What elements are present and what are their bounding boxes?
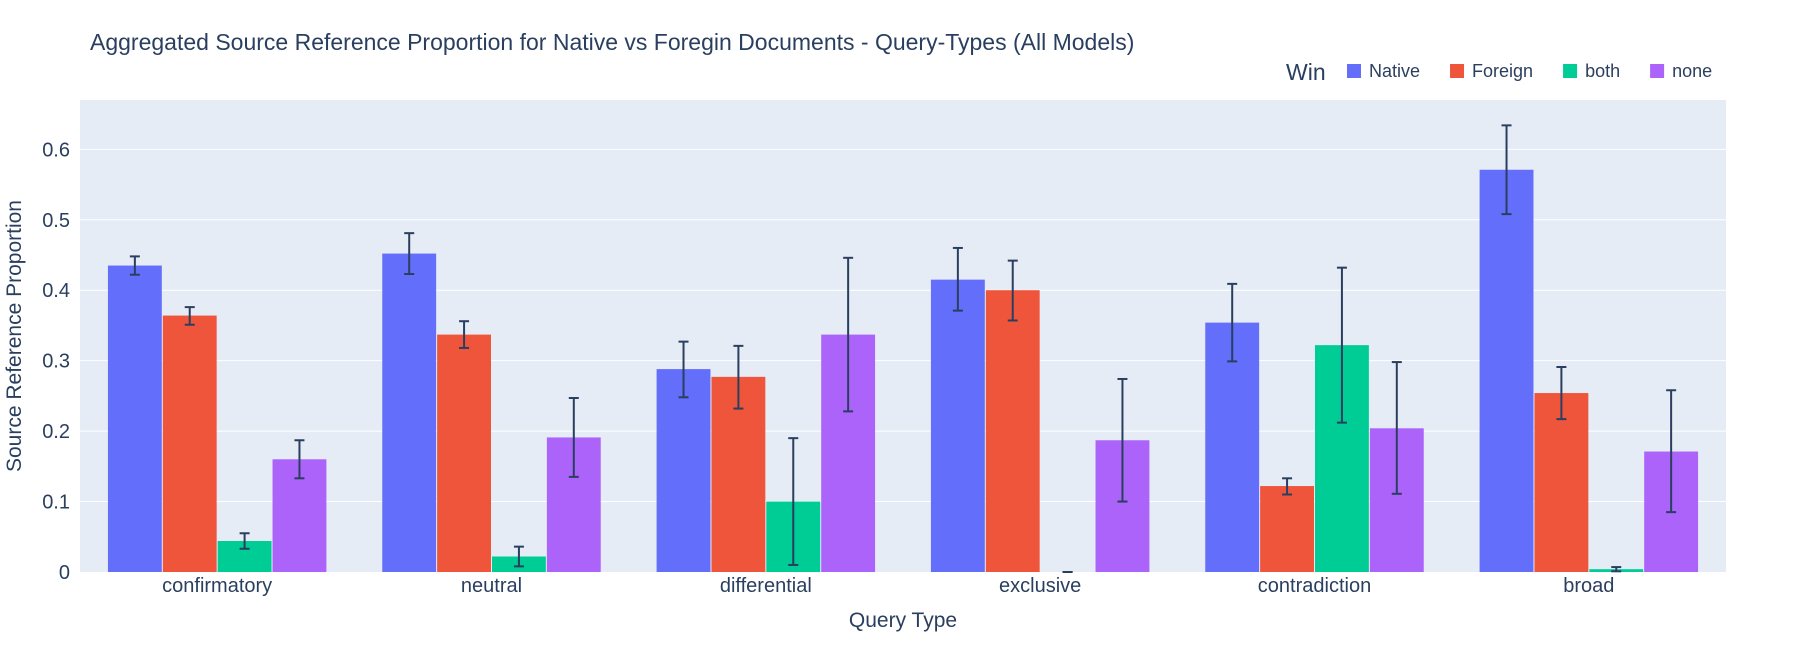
legend-swatch <box>1450 64 1465 78</box>
legend: Win Native Foreign both none <box>1286 59 1712 85</box>
error-bar-none-differential <box>843 256 854 413</box>
error-bar-none-broad <box>1666 389 1677 514</box>
bar-foreign-broad <box>1534 393 1589 572</box>
error-bar-native-neutral <box>404 232 415 276</box>
x-tick-label: differential <box>720 575 812 597</box>
bar-foreign-neutral <box>437 334 491 572</box>
x-axis-ticks: confirmatory neutral differential exclusive… <box>162 575 1614 597</box>
x-tick-label: neutral <box>461 575 522 597</box>
y-axis-label: Source Reference Proportion <box>3 200 26 472</box>
error-bar-foreign-differential <box>733 344 744 410</box>
legend-swatch <box>1347 64 1361 78</box>
bar-native-exclusive <box>930 279 985 572</box>
error-bar-native-confirmatory <box>129 255 140 276</box>
bar-native-neutral <box>382 253 437 573</box>
bar-native-broad <box>1479 169 1534 572</box>
y-tick-label: 0.4 <box>42 280 70 302</box>
y-tick-label: 0 <box>59 562 70 584</box>
legend-label: none <box>1672 61 1712 81</box>
x-tick-label: confirmatory <box>162 575 272 597</box>
x-tick-label: broad <box>1563 575 1614 597</box>
error-bar-both-differential <box>788 437 799 566</box>
y-tick-label: 0.6 <box>42 139 70 161</box>
y-tick-label: 0.3 <box>42 351 70 373</box>
error-bar-none-exclusive <box>1117 377 1128 503</box>
gridlines <box>80 148 1726 503</box>
error-bar-both-neutral <box>513 545 524 568</box>
legend-swatch <box>1650 64 1665 78</box>
x-tick-label: contradiction <box>1258 575 1371 597</box>
y-tick-label: 0.1 <box>42 492 70 514</box>
y-axis-ticks: 0 0.1 0.2 0.3 0.4 0.5 0.6 <box>42 139 70 584</box>
bar-native-contradiction <box>1205 322 1260 572</box>
bar-native-confirmatory <box>107 265 162 572</box>
error-bar-native-differential <box>678 340 689 399</box>
error-bar-foreign-broad <box>1556 365 1567 421</box>
error-bar-foreign-confirmatory <box>184 306 195 326</box>
y-tick-label: 0.2 <box>42 421 70 443</box>
legend-item-native: Native <box>1347 61 1420 81</box>
error-bars <box>129 124 1677 573</box>
legend-label: Native <box>1369 61 1420 81</box>
bar-foreign-contradiction <box>1260 486 1314 572</box>
error-bar-both-confirmatory <box>239 532 250 550</box>
chart-title: Aggregated Source Reference Proportion f… <box>90 29 1134 55</box>
legend-item-both: both <box>1563 61 1620 81</box>
error-bar-native-contradiction <box>1227 282 1238 363</box>
legend-title: Win <box>1286 59 1326 85</box>
legend-label: both <box>1585 61 1620 81</box>
error-bar-native-broad <box>1501 124 1512 216</box>
error-bar-none-confirmatory <box>294 439 305 480</box>
y-tick-label: 0.5 <box>42 210 70 232</box>
x-axis-label: Query Type <box>849 609 957 632</box>
legend-item-none: none <box>1650 61 1712 81</box>
legend-swatch <box>1563 64 1578 78</box>
error-bar-foreign-neutral <box>459 320 470 349</box>
legend-item-foreign: Foreign <box>1450 61 1533 81</box>
plot-background <box>80 100 1726 572</box>
bar-foreign-confirmatory <box>162 315 217 572</box>
error-bar-foreign-exclusive <box>1007 259 1018 322</box>
error-bar-foreign-contradiction <box>1282 477 1293 496</box>
error-bar-none-neutral <box>568 396 579 478</box>
error-bar-both-broad <box>1611 566 1622 573</box>
error-bar-native-exclusive <box>952 246 963 312</box>
error-bar-none-contradiction <box>1391 361 1402 495</box>
error-bar-both-contradiction <box>1336 266 1347 424</box>
bar-foreign-exclusive <box>985 290 1040 572</box>
x-tick-label: exclusive <box>999 575 1081 597</box>
bars <box>107 169 1699 573</box>
legend-label: Foreign <box>1472 61 1533 81</box>
bar-native-differential <box>656 369 711 572</box>
